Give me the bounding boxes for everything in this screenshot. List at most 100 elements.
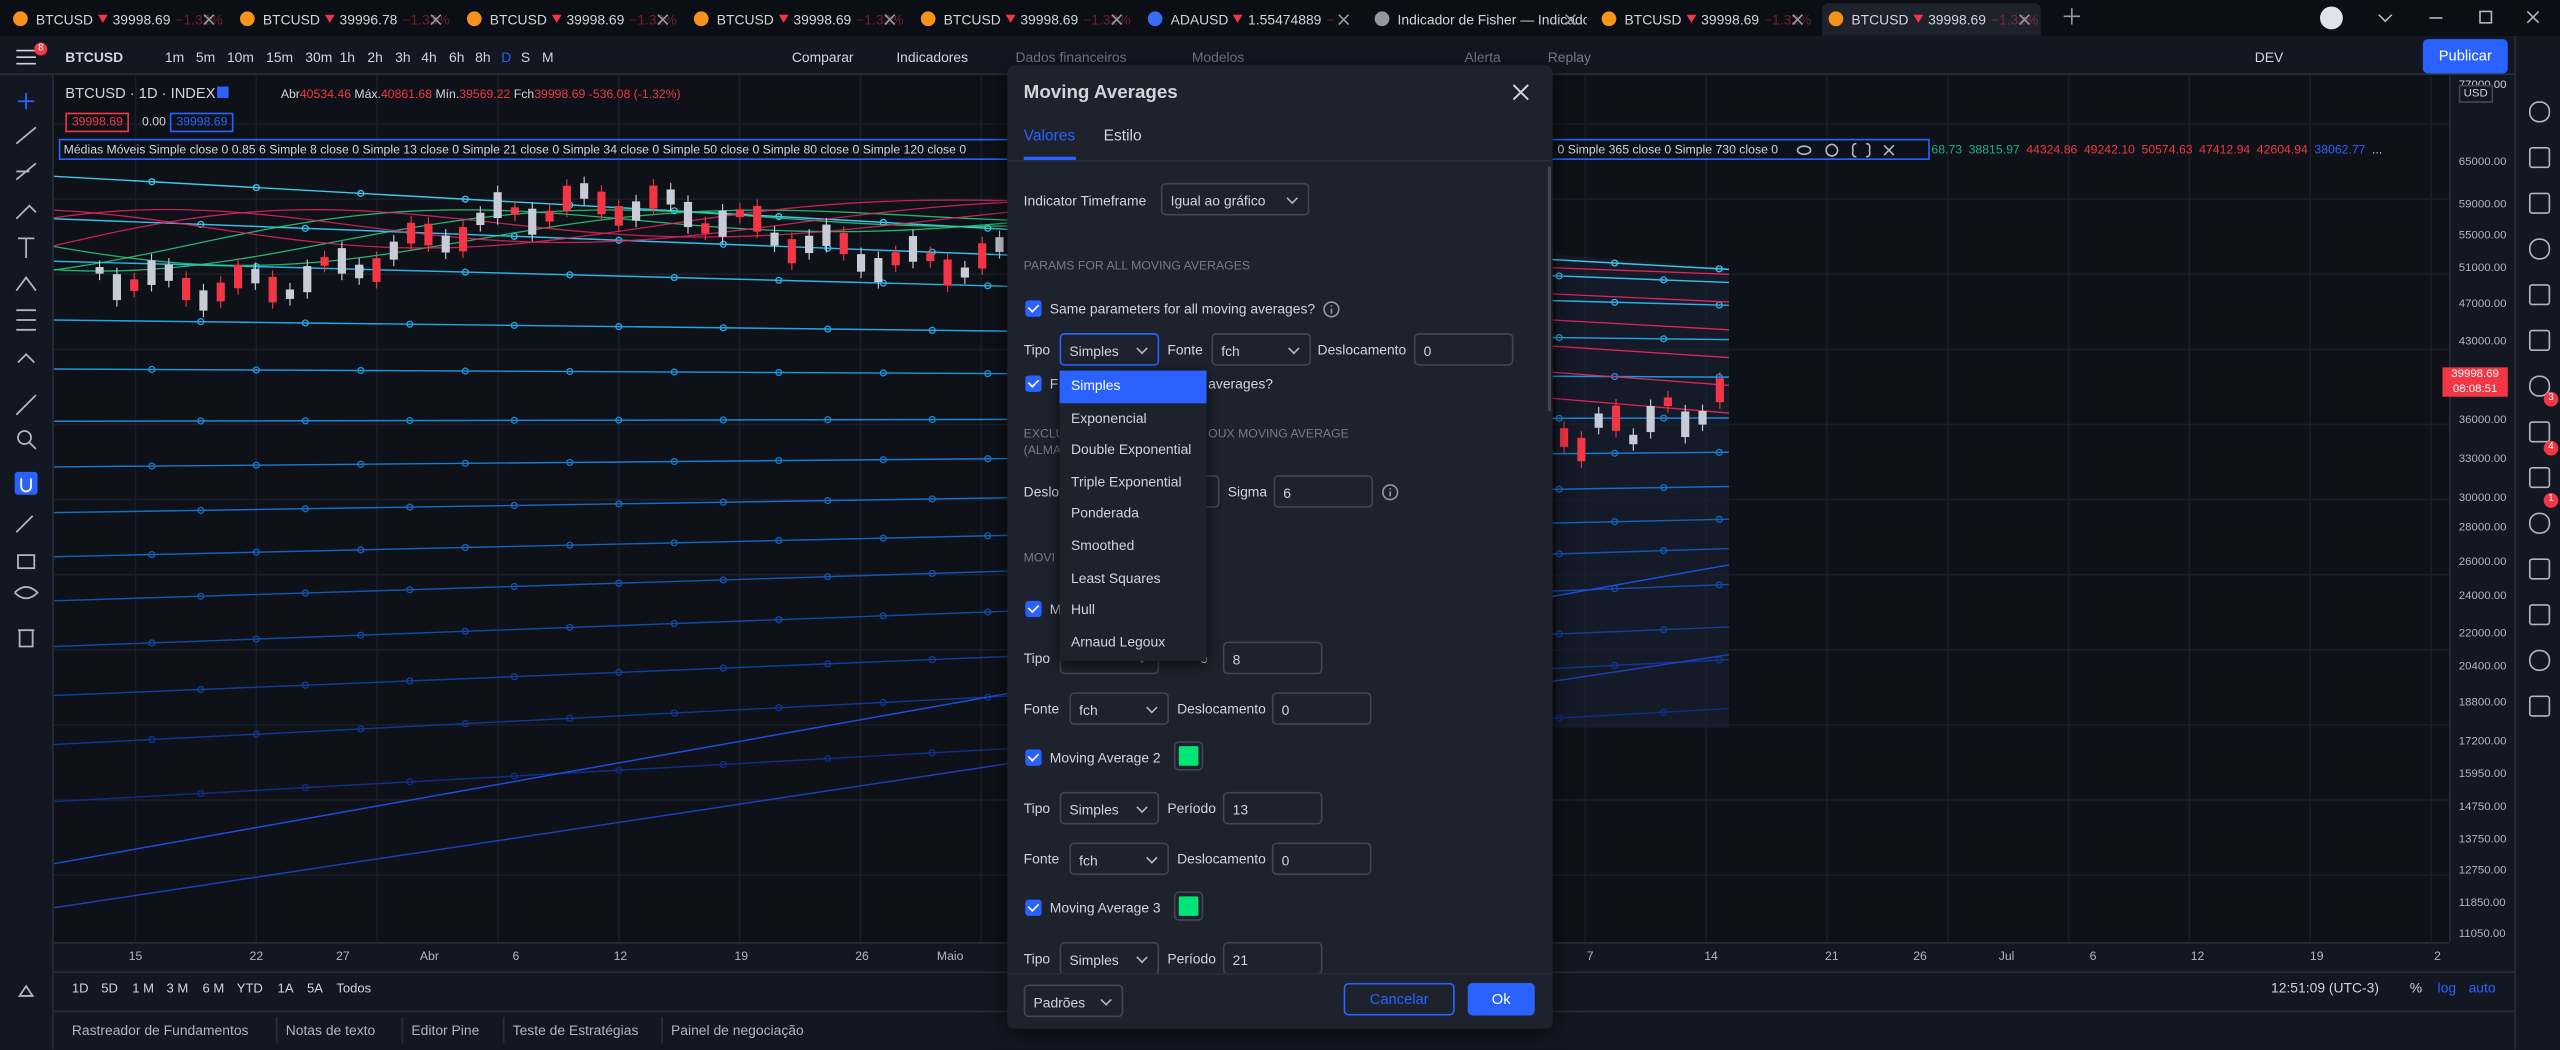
- sidebar-icon[interactable]: [2528, 649, 2551, 672]
- sigma-input[interactable]: 6: [1273, 475, 1374, 508]
- sidebar-icon[interactable]: [2528, 101, 2551, 123]
- browser-tab[interactable]: BTCUSD 39996.78 −1.33%: [233, 3, 452, 36]
- panel-tab[interactable]: Notas de texto: [285, 1022, 376, 1039]
- tab-close[interactable]: [1564, 3, 1577, 36]
- replay-button[interactable]: Replay: [1547, 48, 1591, 66]
- sidebar-icon[interactable]: [2528, 558, 2551, 580]
- tab-close[interactable]: [2018, 3, 2031, 36]
- sidebar-icon[interactable]: [2528, 375, 2551, 397]
- dropdown-option[interactable]: Arnaud Legoux: [1071, 633, 1166, 650]
- interval-button[interactable]: 6h: [448, 48, 465, 66]
- compare-button[interactable]: Comparar: [791, 48, 854, 66]
- source-select[interactable]: fch: [1211, 333, 1312, 366]
- sidebar-icon[interactable]: [2528, 329, 2551, 352]
- sidebar-icon[interactable]: [2528, 192, 2551, 214]
- tab-close[interactable]: [656, 3, 669, 36]
- browser-tab[interactable]: BTCUSD 39998.69 −1.32%: [460, 3, 679, 36]
- interval-button[interactable]: 10m: [226, 48, 254, 66]
- browser-tab[interactable]: BTCUSD 39998.69 −1.32%: [1822, 3, 2041, 36]
- type-select[interactable]: Simples: [1059, 942, 1160, 975]
- offset-input[interactable]: 0: [1413, 333, 1514, 366]
- browser-tab[interactable]: BTCUSD 39998.69 −1.32%: [914, 3, 1133, 36]
- ok-button[interactable]: Ok: [1467, 982, 1535, 1016]
- range-button[interactable]: 6 M: [202, 981, 225, 996]
- range-button[interactable]: YTD: [236, 981, 263, 996]
- dropdown-option[interactable]: Exponencial: [1071, 409, 1147, 426]
- range-button[interactable]: 1A: [277, 981, 294, 996]
- source-select[interactable]: fch: [1069, 842, 1169, 876]
- interval-button[interactable]: 15m: [266, 48, 294, 66]
- layout-button[interactable]: DEV: [2254, 48, 2284, 66]
- indicators-button[interactable]: Indicadores: [896, 48, 969, 66]
- defaults-select[interactable]: Padrões: [1023, 984, 1124, 1018]
- sidebar-icon[interactable]: [2528, 695, 2551, 717]
- financials-button[interactable]: Dados financeiros: [1015, 48, 1127, 66]
- publish-button[interactable]: Publicar: [2422, 39, 2508, 74]
- close-button[interactable]: [1512, 83, 1530, 101]
- sidebar-icon[interactable]: [2528, 466, 2551, 489]
- checkbox[interactable]: [1025, 375, 1042, 392]
- panel-tab[interactable]: Rastreador de Fundamentos: [71, 1022, 249, 1039]
- browser-tab[interactable]: BTCUSD 39998.69 −1.32%: [687, 3, 906, 36]
- browser-tab[interactable]: BTCUSD 39998.69 −1.32%: [7, 3, 226, 36]
- interval-button[interactable]: 2h: [367, 48, 383, 66]
- interval-button[interactable]: S: [520, 48, 531, 66]
- checkbox[interactable]: [1025, 899, 1042, 916]
- range-button[interactable]: 1 M: [132, 981, 155, 996]
- menu-icon[interactable]: [15, 47, 38, 67]
- dropdown-option[interactable]: Hull: [1071, 601, 1095, 618]
- interval-button[interactable]: 5m: [195, 48, 216, 66]
- tab-close[interactable]: [429, 3, 442, 36]
- sidebar-icon[interactable]: [2528, 512, 2551, 534]
- new-tab-button[interactable]: [2060, 5, 2083, 28]
- sidebar-icon[interactable]: [2528, 146, 2551, 169]
- tab-values[interactable]: Valores: [1023, 127, 1076, 146]
- period-input[interactable]: 21: [1222, 942, 1323, 975]
- dropdown-option[interactable]: Simples: [1059, 370, 1207, 403]
- sidebar-icon[interactable]: [2528, 604, 2551, 626]
- sidebar-icon[interactable]: [2528, 421, 2551, 443]
- tab-style[interactable]: Estilo: [1103, 127, 1142, 146]
- interval-button[interactable]: 30m: [305, 48, 333, 66]
- sidebar-icon[interactable]: [2528, 284, 2551, 306]
- offset-input[interactable]: 0: [1271, 692, 1372, 725]
- tab-close[interactable]: [1791, 3, 1804, 36]
- dropdown-option[interactable]: Least Squares: [1071, 569, 1161, 586]
- indicator-legend-box[interactable]: [58, 138, 1930, 160]
- checkbox[interactable]: [1025, 749, 1042, 766]
- dropdown-option[interactable]: Ponderada: [1071, 505, 1139, 522]
- browser-tab[interactable]: Indicador de Fisher — Indicado: [1368, 3, 1587, 36]
- range-button[interactable]: 5A: [306, 981, 323, 996]
- symbol-search[interactable]: BTCUSD: [65, 48, 124, 66]
- interval-button[interactable]: D: [501, 48, 512, 66]
- interval-button[interactable]: 1m: [164, 48, 185, 66]
- log-toggle[interactable]: log: [2437, 979, 2457, 996]
- range-button[interactable]: 1D: [71, 981, 89, 996]
- panel-tab[interactable]: Editor Pine: [411, 1022, 480, 1039]
- color-swatch[interactable]: [1173, 891, 1204, 921]
- dropdown-option[interactable]: Triple Exponential: [1071, 473, 1182, 490]
- interval-button[interactable]: 1h: [339, 48, 356, 66]
- interval-button[interactable]: M: [542, 48, 554, 66]
- interval-button[interactable]: 4h: [421, 48, 437, 66]
- tab-close[interactable]: [202, 3, 215, 36]
- panel-tab[interactable]: Teste de Estratégias: [512, 1022, 639, 1039]
- auto-toggle[interactable]: auto: [2468, 979, 2496, 996]
- profile-icon[interactable]: [2320, 6, 2343, 30]
- info-icon[interactable]: [1381, 483, 1399, 501]
- indicator-more[interactable]: ...: [2372, 142, 2383, 157]
- range-button[interactable]: 5D: [101, 981, 118, 996]
- timeframe-select[interactable]: Igual ao gráfico: [1160, 182, 1310, 216]
- period-input[interactable]: 13: [1222, 791, 1323, 825]
- dropdown-option[interactable]: Smoothed: [1071, 537, 1135, 554]
- scrollbar[interactable]: [1547, 166, 1552, 412]
- sidebar-icon[interactable]: [2528, 238, 2551, 260]
- type-select[interactable]: Simples: [1059, 791, 1160, 825]
- source-select[interactable]: fch: [1069, 692, 1169, 725]
- offset-input[interactable]: 0: [1271, 842, 1372, 876]
- tab-close[interactable]: [1110, 3, 1123, 36]
- checkbox[interactable]: [1025, 600, 1042, 618]
- range-button[interactable]: 3 M: [166, 981, 189, 996]
- cancel-button[interactable]: Cancelar: [1343, 982, 1455, 1016]
- percent-toggle[interactable]: %: [2409, 979, 2423, 996]
